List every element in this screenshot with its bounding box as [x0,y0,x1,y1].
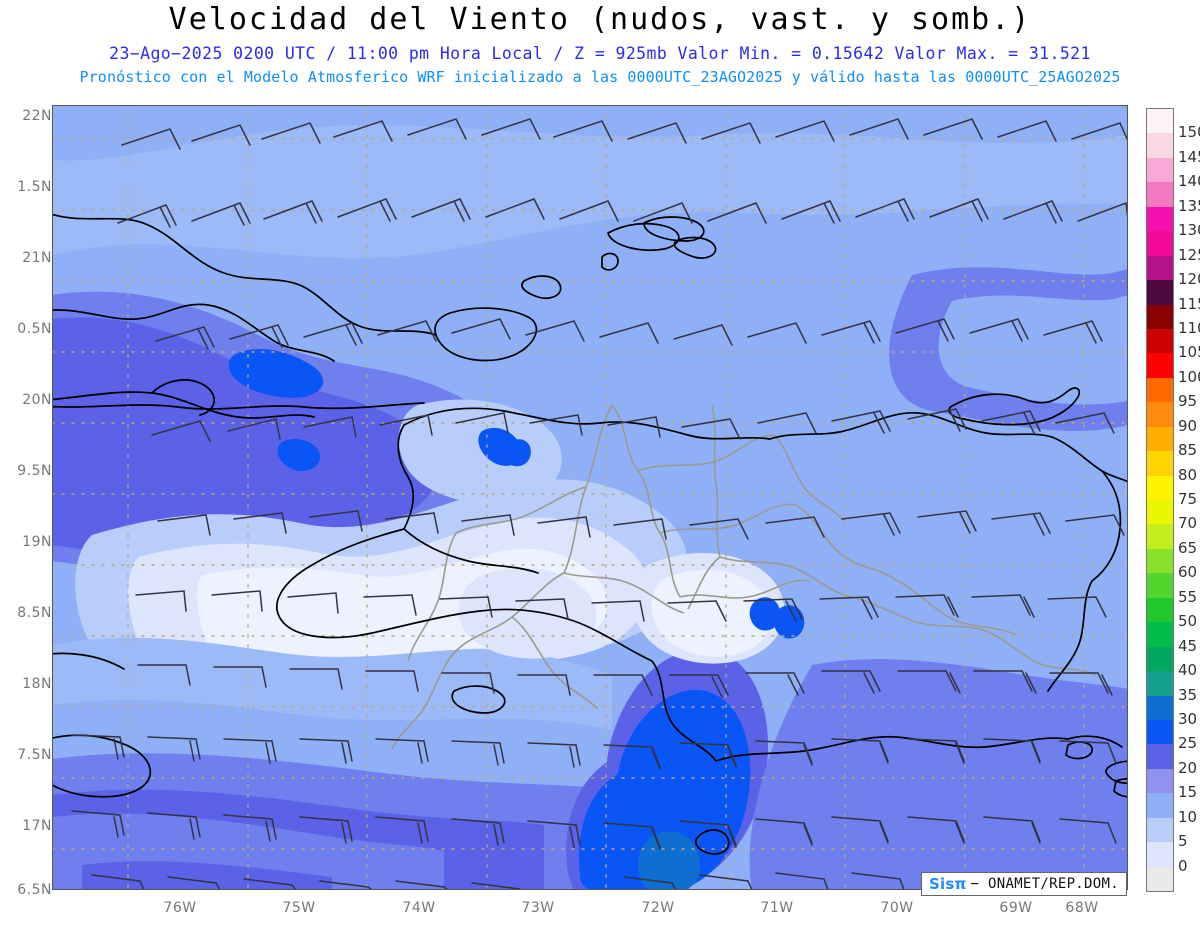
x-tick-label: 74W [402,900,436,916]
colorbar-band [1147,133,1173,158]
province-borders [391,404,1097,750]
y-tick-label: 1.5N [17,179,52,195]
colorbar-tick-label: 80 [1178,465,1198,484]
colorbar-tick-label: 25 [1178,734,1198,753]
colorbar-band [1147,328,1173,354]
x-tick-label: 71W [760,900,794,916]
colorbar-band [1147,524,1173,549]
colorbar-band [1147,109,1173,134]
colorbar-band [1147,500,1173,525]
colorbar-band [1147,744,1173,769]
x-tick-label: 76W [163,900,197,916]
colorbar-band [1147,402,1173,427]
x-tick-label: 75W [282,900,316,916]
colorbar-band [1147,475,1173,500]
colorbar-band [1147,206,1173,232]
agency-label: − ONAMET/REP.DOM. [970,876,1119,892]
x-tick-label: 73W [521,900,555,916]
colorbar-band [1147,646,1173,672]
colorbar-tick-label: 60 [1178,563,1198,582]
colorbar-tick-label: 130 [1178,221,1200,240]
colorbar-band [1147,793,1173,818]
colorbar-tick-label: 100 [1178,367,1200,386]
colorbar-tick-label: 20 [1178,758,1198,777]
colorbar-tick-label: 5 [1178,832,1188,851]
x-tick-label: 69W [999,900,1033,916]
colorbar-tick-label: 110 [1178,318,1200,337]
colorbar-band [1147,231,1173,256]
colorbar-band [1147,548,1173,574]
colorbar-band [1147,695,1173,720]
attribution-badge: Sisπ − ONAMET/REP.DOM. [921,872,1127,896]
colorbar-band [1147,451,1173,476]
colorbar-band [1147,280,1173,305]
y-tick-label: 18N [22,676,52,692]
colorbar-tick-label: 140 [1178,172,1200,191]
colorbar-tick-label: 15 [1178,783,1198,802]
sistt-brand-label: Sisπ [929,875,967,893]
x-tick-label: 68W [1065,900,1099,916]
colorbar-tick-label: 145 [1178,147,1200,166]
y-tick-label: 6.5N [17,882,52,898]
colorbar-tick-label: 0 [1178,856,1188,875]
colorbar-band [1147,622,1173,647]
chart-header: Velocidad del Viento (nudos, vast. y som… [0,0,1200,95]
colorbar-band [1147,353,1173,378]
x-tick-label: 70W [880,900,914,916]
colorbar-tick-label: 150 [1178,123,1200,142]
page-title: Velocidad del Viento (nudos, vast. y som… [168,2,1032,37]
gridlines [52,105,1128,890]
colorbar-band [1147,573,1173,598]
colorbar-tick-label: 65 [1178,538,1198,557]
colorbar-tick-label: 55 [1178,587,1198,606]
colorbar-band [1147,671,1173,696]
y-tick-label: 0.5N [17,321,52,337]
colorbar-tick-label: 125 [1178,245,1200,264]
y-tick-label: 9.5N [17,463,52,479]
colorbar-tick-label: 90 [1178,416,1198,435]
forecast-metadata-line: 23−Ago−2025 0200 UTC / 11:00 pm Hora Loc… [109,44,1091,63]
y-tick-label: 8.5N [17,605,52,621]
map-plot-area [52,105,1128,890]
wind-speed-shading [52,105,1128,890]
y-tick-label: 21N [22,250,52,266]
colorbar-band [1147,182,1173,207]
colorbar [1146,108,1174,892]
x-tick-label: 72W [641,900,675,916]
y-tick-label: 22N [22,108,52,124]
colorbar-tick-label: 135 [1178,196,1200,215]
model-description-line: Pronóstico con el Modelo Atmosferico WRF… [79,68,1121,86]
colorbar-band [1147,426,1173,452]
colorbar-band [1147,597,1173,623]
colorbar-tick-label: 70 [1178,514,1198,533]
y-tick-label: 19N [22,534,52,550]
colorbar-band [1147,304,1173,329]
colorbar-tick-label: 45 [1178,636,1198,655]
colorbar-tick-label: 115 [1178,294,1200,313]
colorbar-tick-label: 95 [1178,392,1198,411]
colorbar-band [1147,866,1173,891]
colorbar-band [1147,255,1173,281]
colorbar-band [1147,842,1173,867]
colorbar-band [1147,817,1173,843]
colorbar-tick-label: 75 [1178,490,1198,508]
colorbar-tick-label: 10 [1178,807,1198,826]
colorbar-tick-label: 30 [1178,709,1198,728]
colorbar-band [1147,377,1173,403]
y-tick-label: 20N [22,392,52,408]
colorbar-tick-label: 105 [1178,343,1200,362]
colorbar-band [1147,768,1173,794]
colorbar-tick-label: 40 [1178,661,1198,680]
colorbar-tick-label: 35 [1178,685,1198,704]
y-tick-label: 7.5N [17,747,52,763]
colorbar-band [1147,719,1173,745]
y-tick-label: 17N [22,818,52,834]
colorbar-tick-label: 120 [1178,270,1200,289]
colorbar-tick-label: 85 [1178,441,1198,460]
colorbar-band [1147,157,1173,183]
colorbar-tick-label: 50 [1178,612,1198,631]
